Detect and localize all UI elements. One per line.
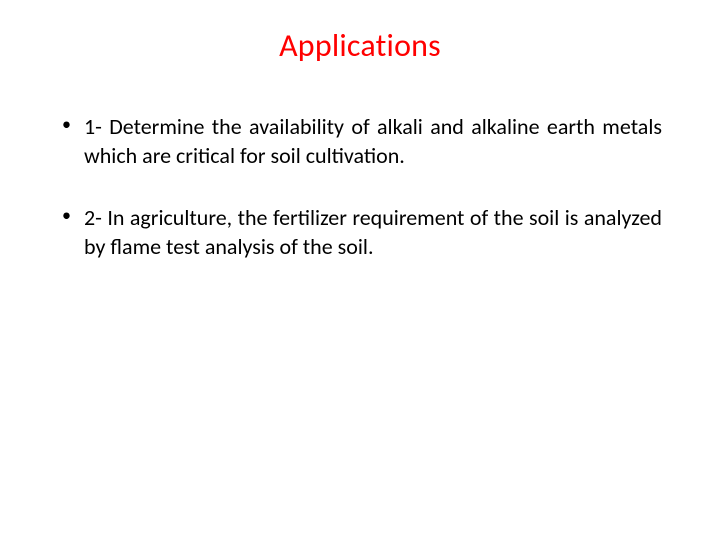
slide-title: Applications: [50, 26, 670, 65]
list-item: 2- In agriculture, the fertilizer requir…: [58, 204, 662, 261]
slide: Applications 1- Determine the availabili…: [0, 0, 720, 540]
list-item: 1- Determine the availability of alkali …: [58, 113, 662, 170]
bullet-list: 1- Determine the availability of alkali …: [50, 113, 670, 261]
